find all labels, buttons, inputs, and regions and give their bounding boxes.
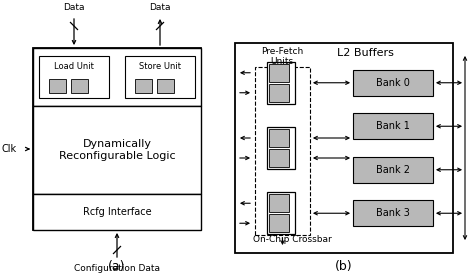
Bar (157, 79, 174, 93)
Text: Configuration Data: Configuration Data (74, 264, 160, 273)
Bar (235, 43, 453, 253)
Bar (353, 113, 433, 139)
Text: Dynamically
Reconfigurable Logic: Dynamically Reconfigurable Logic (59, 139, 175, 161)
Text: On-Chip Crossbar: On-Chip Crossbar (253, 235, 332, 244)
Bar (270, 194, 290, 212)
Bar (71, 79, 88, 93)
Bar (267, 127, 295, 169)
Text: L2 Buffers: L2 Buffers (337, 48, 394, 58)
Text: Store
Data: Store Data (148, 0, 172, 12)
Text: Bank 3: Bank 3 (376, 208, 410, 218)
Bar (33, 48, 201, 230)
Bar (125, 56, 195, 98)
Bar (270, 84, 290, 102)
Bar (33, 106, 201, 194)
Bar (353, 157, 433, 183)
Text: Store Unit: Store Unit (139, 62, 181, 71)
Bar (270, 64, 290, 82)
Bar (267, 192, 295, 234)
Bar (49, 79, 66, 93)
Bar (353, 70, 433, 96)
Text: (b): (b) (335, 260, 353, 273)
Bar (270, 129, 290, 147)
Bar (33, 48, 201, 106)
Text: Load Unit: Load Unit (54, 62, 94, 71)
Text: Bank 0: Bank 0 (376, 78, 410, 88)
Bar (270, 214, 290, 232)
Bar (135, 79, 152, 93)
Text: Load
Data: Load Data (63, 0, 85, 12)
Text: Bank 2: Bank 2 (376, 165, 410, 175)
Text: Pre-Fetch
Units: Pre-Fetch Units (261, 47, 303, 66)
Text: (a): (a) (108, 260, 126, 273)
Text: Clk: Clk (2, 144, 17, 154)
Text: Bank 1: Bank 1 (376, 121, 410, 131)
Bar (353, 200, 433, 226)
Bar (267, 62, 295, 104)
Bar (33, 194, 201, 230)
Bar (39, 56, 109, 98)
Bar (270, 149, 290, 167)
Bar (255, 67, 310, 235)
Text: Rcfg Interface: Rcfg Interface (82, 207, 151, 217)
